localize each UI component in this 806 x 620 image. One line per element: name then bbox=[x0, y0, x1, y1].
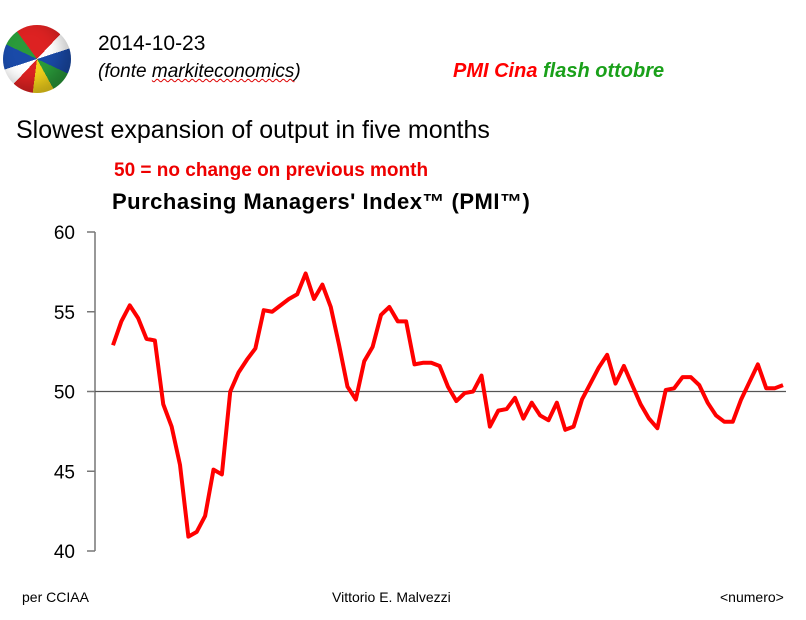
source-note: (fonte markiteconomics) bbox=[98, 61, 301, 83]
source-name: markiteconomics bbox=[151, 61, 295, 82]
date: 2014-10-23 bbox=[98, 32, 206, 55]
chart-title: Purchasing Managers' Index™ (PMI™) bbox=[112, 189, 531, 214]
y-tick-label: 55 bbox=[54, 303, 75, 324]
footer-center: Vittorio E. Malvezzi bbox=[332, 589, 451, 605]
footer-left: per CCIAA bbox=[22, 589, 89, 605]
y-tick-label: 45 bbox=[54, 462, 75, 483]
world-flags-globe-logo bbox=[3, 25, 71, 93]
slide-title: PMI Cina flash ottobre bbox=[453, 60, 664, 83]
chart-note: 50 = no change on previous month bbox=[114, 160, 429, 181]
source-prefix: (fonte bbox=[98, 61, 152, 82]
y-tick-label: 40 bbox=[54, 542, 75, 563]
y-tick-label: 60 bbox=[54, 223, 75, 244]
title-part-2: flash ottobre bbox=[543, 60, 665, 82]
series-line-pmi bbox=[111, 271, 784, 539]
y-tick-label: 50 bbox=[54, 383, 75, 404]
headline: Slowest expansion of output in five mont… bbox=[16, 116, 490, 144]
source-suffix: ) bbox=[294, 61, 301, 82]
footer-right: <numero> bbox=[720, 589, 784, 605]
title-part-1: PMI Cina bbox=[453, 60, 538, 82]
